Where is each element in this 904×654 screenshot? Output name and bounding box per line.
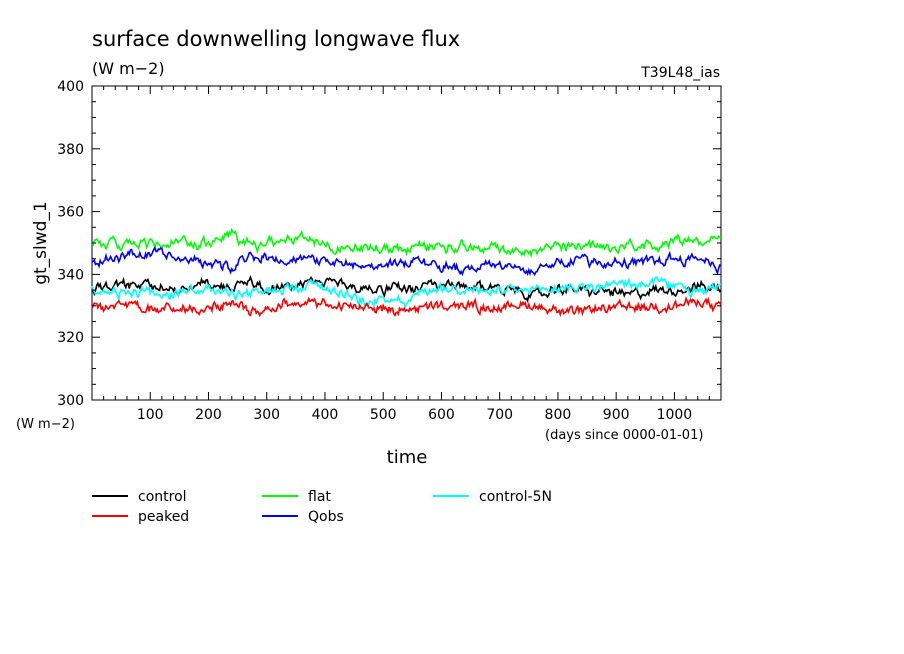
- chart-subtitle: (W m−2): [92, 59, 165, 78]
- legend-label-qobs: Qobs: [308, 509, 344, 525]
- series-line-control: [91, 274, 722, 304]
- x-tick-label: 200: [195, 407, 222, 423]
- series-line-control-5n: [91, 276, 722, 310]
- y-tick-label: 340: [57, 267, 84, 283]
- x-tick-label: 400: [312, 407, 339, 423]
- y-tick-label: 300: [57, 393, 84, 409]
- legend-label-control: control: [138, 489, 187, 505]
- y-units-label: (W m−2): [16, 417, 75, 432]
- series-layer: [91, 227, 722, 318]
- x-units-label: (days since 0000-01-01): [545, 428, 703, 443]
- y-tick-label: 320: [57, 330, 84, 346]
- x-tick-label: 1000: [657, 407, 693, 423]
- y-tick-label: 360: [57, 205, 84, 221]
- x-tick-label: 800: [545, 407, 572, 423]
- axis-layer: 300 320 340 360 380 400 100 200 300 400 500 600 700 8…: [57, 79, 721, 423]
- chart-title: surface downwelling longwave flux: [92, 27, 460, 51]
- y-axis-label: gt_slwd_1: [31, 201, 51, 285]
- y-tick-label: 400: [57, 79, 84, 95]
- x-tick-label: 600: [428, 407, 455, 423]
- legend-label-flat: flat: [308, 489, 331, 505]
- x-tick-label: 700: [486, 407, 513, 423]
- legend-label-control-5n: control-5N: [479, 489, 552, 505]
- series-line-peaked: [91, 296, 722, 318]
- x-tick-label: 900: [603, 407, 630, 423]
- legend-label-peaked: peaked: [138, 509, 189, 525]
- series-line-qobs: [91, 245, 722, 277]
- x-tick-label: 300: [253, 407, 280, 423]
- x-tick-label: 100: [137, 407, 164, 423]
- legend: control peaked flat Qobs control-5N: [92, 489, 552, 525]
- run-label: T39L48_ias: [640, 65, 720, 81]
- series-line-flat: [91, 227, 721, 259]
- x-tick-label: 500: [370, 407, 397, 423]
- x-axis-label: time: [387, 447, 428, 468]
- y-tick-label: 380: [57, 142, 84, 158]
